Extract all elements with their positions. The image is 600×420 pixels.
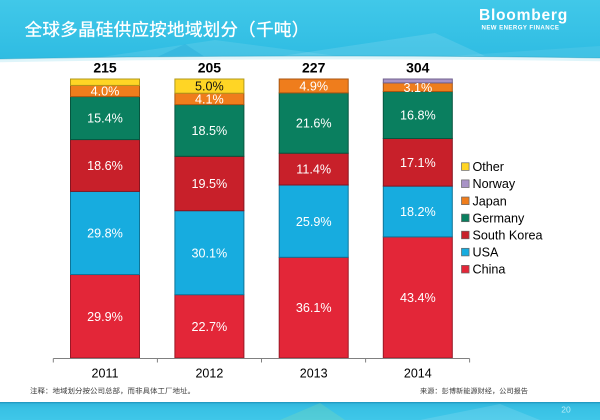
svg-text:215: 215 — [93, 60, 117, 76]
svg-text:2013: 2013 — [300, 367, 328, 381]
svg-text:2012: 2012 — [195, 367, 223, 381]
svg-text:4.9%: 4.9% — [299, 80, 328, 94]
svg-text:16.8%: 16.8% — [400, 109, 436, 123]
svg-text:29.9%: 29.9% — [87, 310, 123, 324]
svg-text:205: 205 — [198, 60, 222, 76]
svg-text:Norway: Norway — [473, 177, 516, 191]
svg-text:2014: 2014 — [404, 367, 432, 381]
svg-text:18.6%: 18.6% — [87, 159, 123, 173]
svg-text:18.2%: 18.2% — [400, 205, 436, 219]
svg-text:Bloomberg: Bloomberg — [479, 7, 568, 24]
svg-text:17.1%: 17.1% — [400, 156, 436, 170]
svg-text:NEW ENERGY FINANCE: NEW ENERGY FINANCE — [482, 24, 560, 31]
svg-text:5.0%: 5.0% — [195, 80, 224, 94]
svg-text:Japan: Japan — [473, 194, 507, 208]
svg-text:227: 227 — [302, 60, 326, 76]
svg-text:21.6%: 21.6% — [296, 117, 332, 131]
svg-text:4.1%: 4.1% — [195, 93, 224, 107]
svg-text:25.9%: 25.9% — [296, 215, 332, 229]
svg-text:19.5%: 19.5% — [192, 177, 228, 191]
svg-text:Germany: Germany — [473, 211, 525, 225]
svg-text:29.8%: 29.8% — [87, 227, 123, 241]
svg-text:South Korea: South Korea — [473, 229, 543, 243]
svg-text:304: 304 — [406, 60, 430, 76]
svg-text:43.4%: 43.4% — [400, 291, 436, 305]
svg-text:4.0%: 4.0% — [91, 85, 120, 99]
svg-text:22.7%: 22.7% — [192, 320, 228, 334]
svg-text:30.1%: 30.1% — [192, 246, 228, 260]
svg-text:3.1%: 3.1% — [403, 81, 432, 95]
svg-text:15.4%: 15.4% — [87, 112, 123, 126]
svg-text:20: 20 — [561, 404, 571, 414]
svg-text:Other: Other — [473, 160, 505, 174]
svg-text:China: China — [473, 263, 506, 277]
svg-text:11.4%: 11.4% — [296, 163, 331, 177]
svg-text:2011: 2011 — [92, 367, 119, 381]
svg-text:18.5%: 18.5% — [192, 124, 228, 138]
svg-text:36.1%: 36.1% — [296, 301, 332, 315]
svg-text:USA: USA — [473, 246, 499, 260]
